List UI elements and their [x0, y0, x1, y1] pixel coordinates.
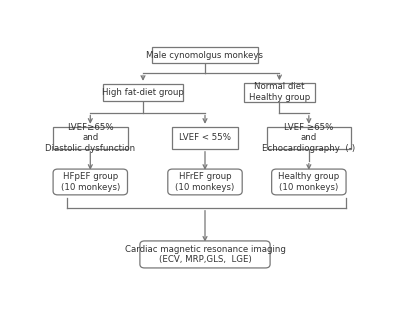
FancyBboxPatch shape	[272, 169, 346, 195]
Text: Normal diet
Healthy group: Normal diet Healthy group	[249, 82, 310, 102]
Text: Male cynomolgus monkeys: Male cynomolgus monkeys	[146, 51, 264, 60]
FancyBboxPatch shape	[53, 127, 128, 149]
FancyBboxPatch shape	[53, 169, 128, 195]
FancyBboxPatch shape	[244, 83, 315, 101]
Text: LVEF < 55%: LVEF < 55%	[179, 133, 231, 142]
Text: Cardiac magnetic resonance imaging
(ECV, MRP,GLS,  LGE): Cardiac magnetic resonance imaging (ECV,…	[124, 245, 286, 264]
FancyBboxPatch shape	[103, 84, 183, 101]
FancyBboxPatch shape	[140, 241, 270, 268]
Text: LVEF ≥65%
and
Echocardiography  (-): LVEF ≥65% and Echocardiography (-)	[262, 122, 356, 153]
Text: High fat-diet group: High fat-diet group	[102, 88, 184, 97]
Text: HFrEF group
(10 monkeys): HFrEF group (10 monkeys)	[175, 172, 235, 192]
FancyBboxPatch shape	[267, 127, 351, 149]
Text: HFpEF group
(10 monkeys): HFpEF group (10 monkeys)	[61, 172, 120, 192]
FancyBboxPatch shape	[168, 169, 242, 195]
FancyBboxPatch shape	[172, 127, 238, 149]
Text: Healthy group
(10 monkeys): Healthy group (10 monkeys)	[278, 172, 340, 192]
FancyBboxPatch shape	[152, 48, 258, 63]
Text: LVEF≥65%
and
Diastolic dysfunction: LVEF≥65% and Diastolic dysfunction	[45, 122, 135, 153]
